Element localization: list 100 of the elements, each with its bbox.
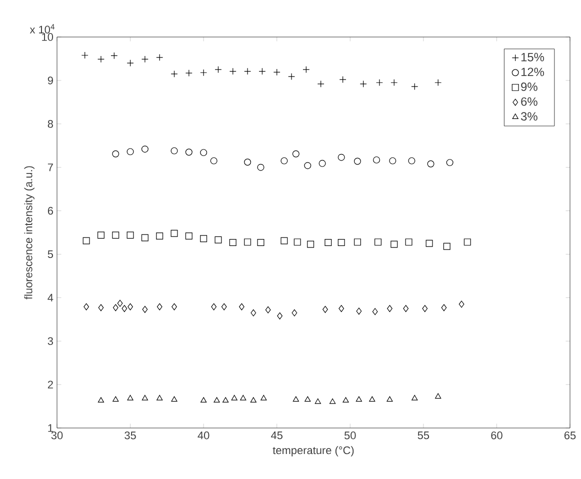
point (84, 303, 90, 310)
point (372, 308, 378, 316)
point (441, 304, 447, 312)
x-tick-label: 30 (51, 432, 63, 440)
point (427, 160, 434, 168)
point (386, 396, 393, 402)
point (342, 397, 349, 403)
x-axis-title: temperature (°C) (272, 446, 354, 456)
y-axis-title: fluorescence intensity (a.u.) (24, 166, 34, 300)
point (338, 154, 345, 161)
point (211, 303, 217, 310)
point (200, 397, 207, 403)
y-tick-label: 5 (48, 250, 54, 258)
y-tick-label: 8 (48, 120, 53, 128)
x-tick-label: 50 (344, 432, 356, 440)
x-tick-label: 60 (491, 432, 502, 440)
point (412, 394, 418, 400)
point (98, 304, 104, 312)
text: x 10$^{4}$ (30, 24, 54, 34)
point (356, 308, 362, 315)
point (244, 238, 252, 246)
point (257, 239, 264, 246)
point (458, 300, 464, 308)
point (200, 149, 208, 156)
point (156, 303, 162, 310)
point (403, 305, 409, 312)
point (464, 238, 471, 246)
point (229, 239, 236, 246)
y-tick-label: 7 (48, 164, 53, 172)
point (324, 239, 332, 246)
legend-label: 6% (521, 97, 538, 106)
point (257, 164, 264, 171)
point (170, 147, 178, 154)
point (128, 303, 133, 310)
x-tick-label: 35 (124, 432, 136, 440)
point (112, 150, 120, 158)
point (250, 309, 256, 316)
point (280, 157, 288, 164)
point (408, 157, 416, 164)
point (322, 306, 328, 313)
point (354, 158, 361, 165)
point (329, 398, 336, 404)
point (214, 236, 222, 244)
point (156, 394, 163, 400)
y-tick-label: 10 (42, 33, 54, 41)
point (292, 396, 299, 402)
point (240, 394, 246, 400)
point (112, 396, 119, 402)
y-tick-label: 6 (48, 206, 53, 215)
point (126, 232, 134, 239)
y-tick-label: 2 (48, 380, 53, 388)
point (265, 306, 271, 314)
point (443, 242, 450, 250)
point (373, 156, 380, 164)
legend-label: 15% (521, 52, 544, 62)
point (338, 239, 345, 246)
point (304, 162, 312, 170)
x-tick-label: 45 (271, 432, 282, 440)
y-tick-label: 1 (48, 424, 53, 432)
x-tick-label: 55 (418, 432, 430, 440)
point (141, 146, 148, 153)
point (304, 396, 311, 402)
point (250, 397, 256, 403)
point (374, 238, 382, 246)
point (210, 157, 218, 164)
point (314, 398, 321, 404)
point (390, 240, 398, 248)
point (238, 303, 244, 310)
point (127, 394, 134, 400)
point (82, 237, 90, 244)
point (307, 240, 314, 248)
point (294, 238, 301, 246)
point (277, 312, 282, 320)
point (354, 238, 361, 246)
x-tick-label: 40 (198, 432, 210, 440)
x-tick-label: 65 (564, 432, 576, 440)
point (214, 397, 220, 403)
y-tick-label: 9 (48, 76, 53, 84)
point (369, 396, 376, 402)
point (446, 159, 454, 166)
point (156, 232, 164, 240)
point (221, 303, 227, 310)
point (122, 305, 128, 312)
point (387, 305, 392, 312)
point (426, 240, 433, 247)
point (112, 304, 118, 312)
point (338, 305, 344, 312)
legend-label: 12% (521, 68, 544, 76)
point (142, 394, 148, 400)
point (389, 157, 396, 164)
point (142, 306, 148, 313)
point (112, 232, 120, 239)
point (260, 394, 267, 400)
legend-label: 3% (520, 112, 538, 121)
point (171, 396, 178, 402)
point (172, 303, 177, 310)
point (318, 160, 326, 167)
legend-label: 9% (521, 82, 538, 91)
point (244, 158, 252, 166)
point (98, 397, 104, 403)
